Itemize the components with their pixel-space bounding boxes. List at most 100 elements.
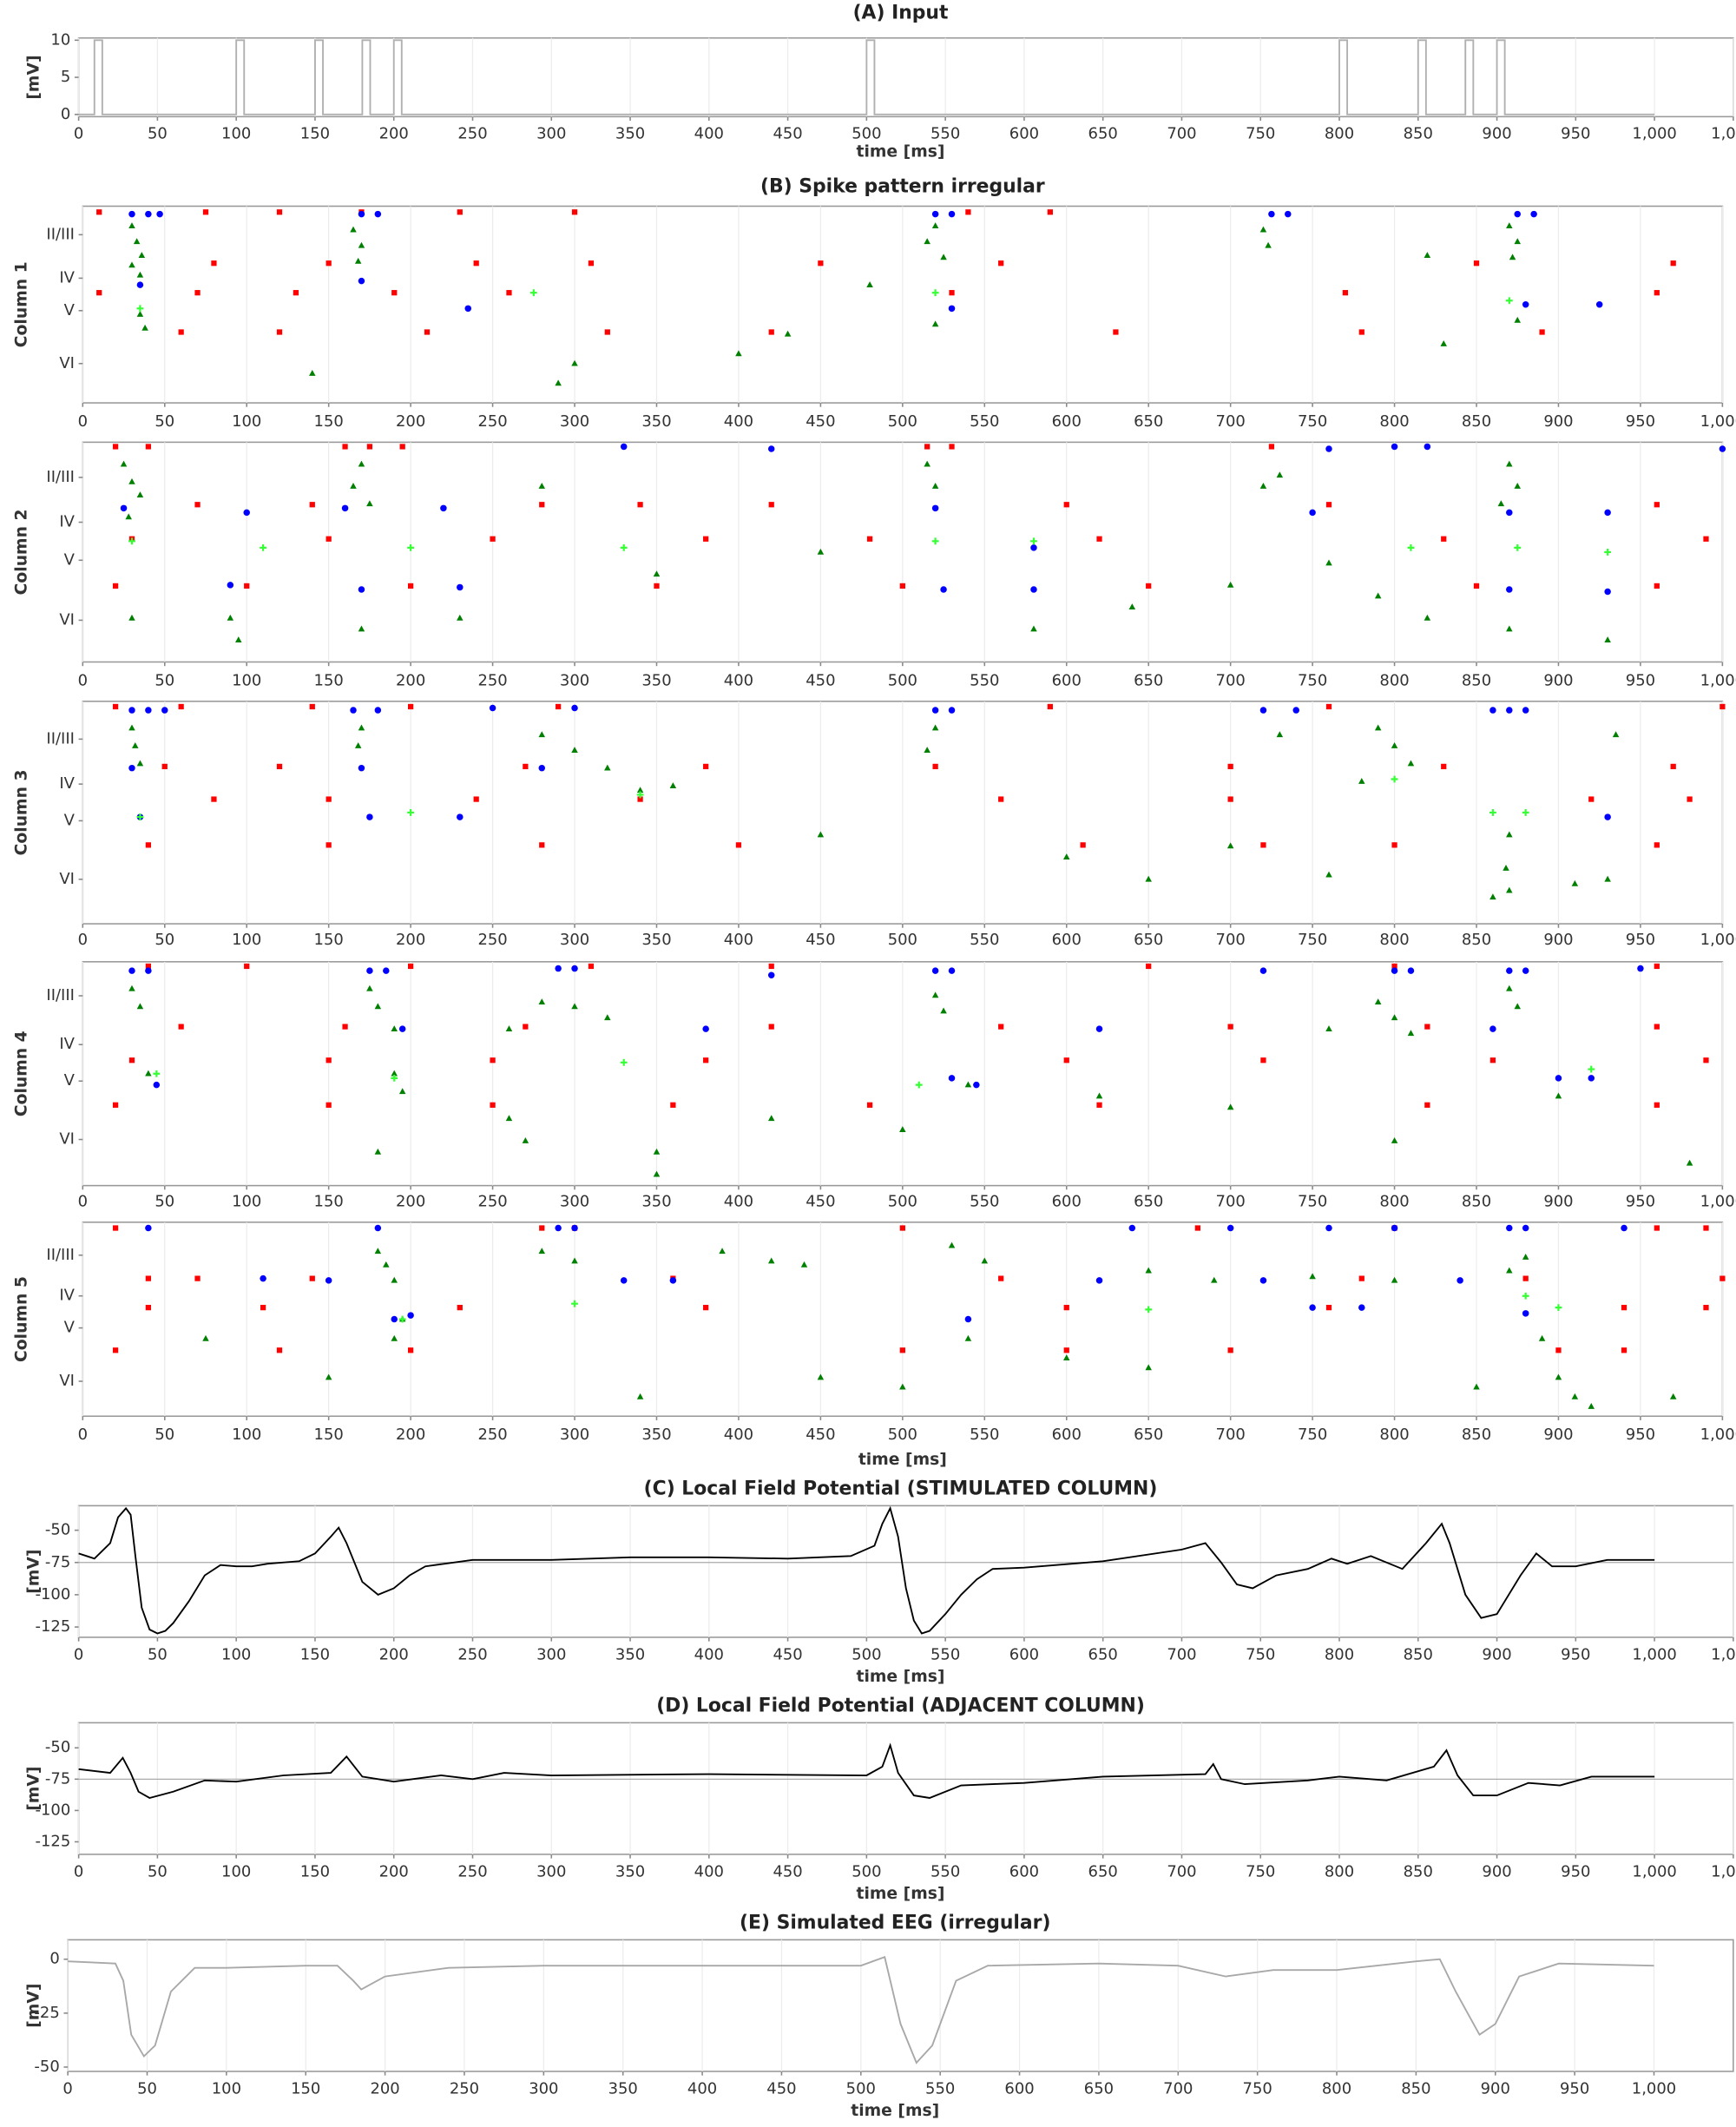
x-tick-label: 900 [1543, 1426, 1573, 1444]
spike-circle [391, 1315, 398, 1323]
spike-square [1063, 1347, 1069, 1353]
y-tick-label: -100 [36, 1585, 71, 1603]
chart-title: (D) Local Field Potential (ADJACENT COLU… [656, 1696, 1145, 1717]
y-tick-label: VI [59, 1130, 75, 1149]
spike-square [244, 963, 250, 970]
spike-cross [1522, 809, 1529, 816]
spike-circle [1457, 1277, 1463, 1284]
x-tick-label: 850 [1404, 1645, 1433, 1663]
x-tick-label: 1,050 [1711, 1862, 1736, 1880]
spike-circle [1522, 1224, 1529, 1232]
x-tick-label: 300 [560, 412, 589, 431]
spike-square [1424, 1102, 1430, 1108]
x-tick-label: 300 [560, 1192, 589, 1210]
spike-square [1539, 329, 1545, 335]
spike-circle [457, 583, 464, 591]
x-tick-label: 50 [155, 671, 174, 689]
spike-circle [1506, 1224, 1513, 1232]
y-tick-label: -75 [45, 1769, 70, 1788]
spike-square [326, 536, 332, 542]
x-tick-label: 650 [1134, 1192, 1163, 1210]
x-tick-label: 650 [1134, 931, 1163, 949]
spike-triangle [136, 491, 144, 497]
spike-circle [374, 1224, 382, 1232]
spike-circle [1522, 707, 1529, 714]
series-line [78, 39, 1655, 115]
spike-triangle [457, 614, 464, 621]
x-tick-label: 700 [1216, 931, 1246, 949]
x-tick-label: 100 [221, 125, 251, 143]
y-tick-label: V [64, 1071, 76, 1090]
spike-circle [1030, 544, 1037, 551]
spike-square [1146, 963, 1152, 970]
y-tick-label: IV [59, 774, 75, 793]
spike-triangle [1374, 998, 1382, 1005]
spike-square [539, 502, 545, 508]
spike-square [1441, 536, 1447, 542]
spike-cross [931, 537, 939, 545]
x-tick-label: 900 [1543, 931, 1573, 949]
x-tick-label: 700 [1167, 125, 1196, 143]
x-tick-label: 800 [1379, 671, 1409, 689]
spike-triangle [391, 1276, 398, 1283]
spike-square [145, 963, 151, 970]
x-tick-label: 750 [1243, 2079, 1272, 2097]
x-axis-label: time [ms] [858, 1451, 947, 1469]
spike-circle [1309, 509, 1316, 517]
spike-circle [1514, 210, 1521, 218]
spike-square [145, 842, 151, 848]
spike-triangle [1555, 1092, 1562, 1099]
spike-triangle [1473, 1383, 1480, 1390]
spike-square [1325, 703, 1332, 710]
spike-triangle [538, 731, 545, 738]
spike-triangle [1063, 1354, 1070, 1361]
plot-area [77, 1722, 1734, 1855]
spike-triangle [931, 222, 939, 228]
y-tick-label: V [64, 811, 76, 829]
x-tick-label: 0 [78, 412, 88, 431]
x-tick-label: 600 [1052, 412, 1082, 431]
x-tick-label: 700 [1167, 1645, 1196, 1663]
x-tick-label: 750 [1298, 931, 1327, 949]
y-tick-label: VI [59, 1372, 75, 1390]
spike-square [326, 260, 332, 267]
spike-triangle [128, 477, 135, 484]
spike-circle [145, 967, 152, 974]
x-tick-label: 400 [724, 1192, 753, 1210]
x-tick-label: 250 [450, 2079, 479, 2097]
x-tick-label: 400 [694, 1862, 724, 1880]
x-tick-label: 400 [687, 2079, 717, 2097]
x-tick-label: 950 [1626, 1192, 1655, 1210]
spike-square [407, 963, 414, 970]
x-tick-label: 1,050 [1711, 1645, 1736, 1663]
x-tick-label: 850 [1401, 2079, 1430, 2097]
x-tick-label: 100 [232, 671, 261, 689]
x-tick-label: 500 [852, 125, 881, 143]
spike-square [1113, 329, 1119, 335]
spike-triangle [1145, 1267, 1152, 1274]
spike-cross [407, 543, 415, 551]
spike-cross [529, 289, 537, 297]
spike-triangle [136, 760, 144, 767]
x-tick-label: 450 [806, 931, 835, 949]
spike-triangle [1265, 241, 1272, 248]
spike-square [1063, 502, 1069, 508]
spike-square [96, 209, 102, 215]
spike-triangle [141, 324, 148, 331]
spike-square [202, 209, 209, 215]
x-tick-label: 250 [477, 412, 507, 431]
spike-cross [915, 1081, 923, 1089]
x-tick-label: 150 [314, 671, 344, 689]
x-tick-label: 0 [74, 1862, 83, 1880]
spike-triangle [1391, 742, 1398, 748]
spike-triangle [1514, 316, 1521, 323]
spike-triangle [391, 1334, 398, 1341]
spike-triangle [555, 379, 562, 386]
spike-triangle [358, 724, 365, 731]
y-tick-label: 0 [61, 105, 70, 123]
x-tick-label: 400 [694, 125, 724, 143]
y-tick-label: II/III [46, 986, 75, 1004]
spike-triangle [120, 460, 128, 467]
spike-square [1654, 842, 1660, 848]
spike-cross [391, 1074, 398, 1082]
